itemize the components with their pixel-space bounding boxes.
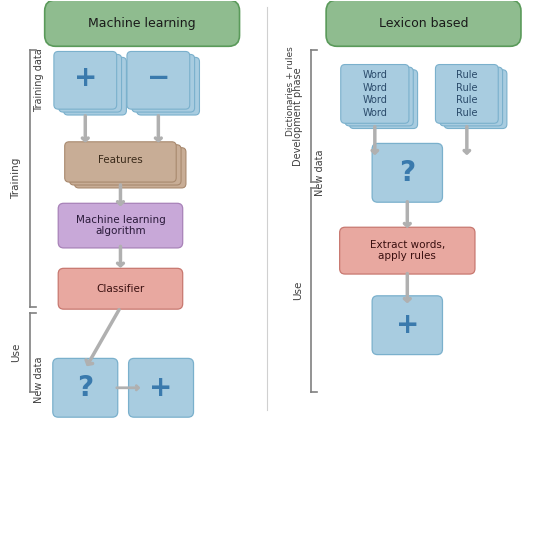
Text: Machine learning
algorithm: Machine learning algorithm (76, 215, 165, 236)
FancyBboxPatch shape (53, 358, 118, 417)
FancyBboxPatch shape (75, 148, 186, 188)
Text: ?: ? (77, 374, 94, 402)
FancyBboxPatch shape (444, 70, 507, 129)
FancyBboxPatch shape (440, 67, 503, 126)
FancyBboxPatch shape (58, 203, 183, 248)
Text: Lexicon based: Lexicon based (379, 16, 468, 30)
Text: ?: ? (399, 159, 416, 187)
FancyBboxPatch shape (70, 145, 181, 185)
Text: Training data: Training data (34, 49, 44, 112)
Text: New data: New data (34, 357, 44, 403)
Text: Use: Use (11, 343, 22, 362)
FancyBboxPatch shape (132, 54, 195, 112)
FancyBboxPatch shape (45, 0, 239, 46)
FancyBboxPatch shape (64, 57, 126, 115)
Text: Extract words,
apply rules: Extract words, apply rules (370, 240, 445, 261)
Text: Word
Word
Word
Word: Word Word Word Word (362, 71, 387, 118)
FancyBboxPatch shape (339, 227, 475, 274)
Text: Training: Training (11, 158, 22, 200)
FancyBboxPatch shape (435, 65, 498, 123)
Text: +: + (395, 311, 419, 339)
Text: Features: Features (98, 155, 143, 165)
Text: Use: Use (293, 280, 303, 300)
Text: Development phase: Development phase (293, 67, 303, 166)
Text: +: + (150, 374, 173, 402)
Text: −: − (147, 63, 170, 91)
FancyBboxPatch shape (58, 269, 183, 309)
FancyBboxPatch shape (54, 51, 116, 109)
FancyBboxPatch shape (59, 54, 121, 112)
Text: Dictionaries + rules: Dictionaries + rules (287, 46, 295, 136)
Text: Classifier: Classifier (96, 284, 145, 294)
FancyBboxPatch shape (128, 358, 194, 417)
FancyBboxPatch shape (341, 65, 409, 123)
Text: Machine learning: Machine learning (88, 16, 196, 30)
Text: Rule
Rule
Rule
Rule: Rule Rule Rule Rule (456, 71, 478, 118)
FancyBboxPatch shape (345, 67, 413, 126)
FancyBboxPatch shape (127, 51, 190, 109)
Text: +: + (73, 63, 97, 91)
FancyBboxPatch shape (372, 143, 442, 202)
FancyBboxPatch shape (137, 57, 200, 115)
FancyBboxPatch shape (326, 0, 521, 46)
Text: New data: New data (314, 149, 325, 196)
FancyBboxPatch shape (65, 142, 176, 182)
FancyBboxPatch shape (349, 70, 418, 129)
FancyBboxPatch shape (372, 296, 442, 354)
